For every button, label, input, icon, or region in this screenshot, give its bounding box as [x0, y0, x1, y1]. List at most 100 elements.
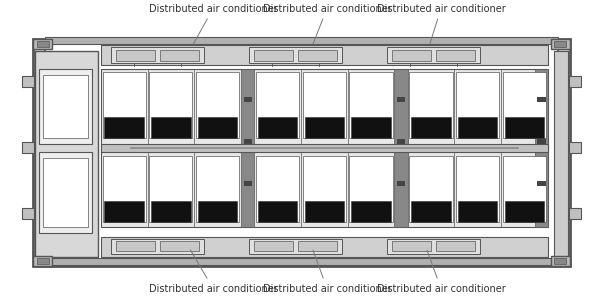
Bar [392, 241, 431, 251]
Bar [103, 72, 146, 138]
Bar [43, 158, 88, 226]
Bar [436, 50, 475, 61]
Bar [111, 47, 204, 63]
Bar [536, 181, 546, 186]
Bar [254, 241, 293, 251]
Bar [196, 156, 239, 222]
Bar [554, 51, 568, 256]
Bar [503, 156, 546, 222]
Bar [198, 201, 238, 222]
Bar [151, 201, 191, 222]
Bar [241, 69, 254, 226]
Bar [409, 72, 452, 138]
Bar [256, 156, 299, 222]
Bar [436, 241, 475, 251]
Bar [458, 117, 497, 138]
Bar [505, 201, 544, 222]
Bar [160, 50, 199, 61]
Bar [394, 69, 407, 226]
Bar [149, 72, 193, 138]
Bar [569, 142, 581, 153]
Bar [101, 144, 548, 152]
Bar [22, 208, 34, 219]
Bar [45, 44, 558, 261]
Bar [258, 117, 297, 138]
Bar [387, 47, 480, 63]
Bar [149, 156, 193, 222]
Bar [249, 47, 342, 63]
Bar [101, 69, 548, 226]
Bar [22, 76, 34, 87]
Bar [244, 181, 251, 186]
Bar [43, 75, 88, 138]
Bar [397, 97, 405, 102]
Bar [536, 139, 546, 144]
Bar [37, 41, 49, 47]
Bar [536, 97, 546, 102]
Bar [244, 139, 251, 144]
Bar [392, 50, 431, 61]
Bar [258, 201, 297, 222]
Bar [305, 117, 344, 138]
Bar [103, 156, 146, 222]
Bar [198, 117, 238, 138]
Bar [352, 201, 391, 222]
Bar [303, 72, 346, 138]
Bar [458, 201, 497, 222]
Bar [305, 201, 344, 222]
Bar [535, 69, 548, 226]
Bar [352, 117, 391, 138]
Text: Distributed air conditioner: Distributed air conditioner [263, 250, 391, 293]
Bar [196, 72, 239, 138]
Text: Distributed air conditioner: Distributed air conditioner [263, 4, 391, 44]
Bar [569, 208, 581, 219]
Bar [101, 237, 548, 256]
Bar [39, 152, 92, 232]
Bar [249, 239, 342, 254]
Bar [503, 72, 546, 138]
Bar [411, 201, 451, 222]
Bar [101, 45, 548, 64]
Bar [409, 156, 452, 222]
Bar [554, 258, 566, 264]
Bar [349, 72, 392, 138]
Bar [256, 72, 299, 138]
Bar [298, 50, 337, 61]
Bar [37, 258, 49, 264]
Text: Distributed air conditioner: Distributed air conditioner [377, 250, 505, 293]
Bar [397, 181, 405, 186]
Bar [569, 76, 581, 87]
Bar [244, 97, 251, 102]
Bar [22, 142, 34, 153]
Bar [505, 117, 544, 138]
Bar [45, 258, 558, 265]
Text: Distributed air conditioner: Distributed air conditioner [149, 250, 277, 293]
Bar [104, 117, 144, 138]
Bar [33, 39, 570, 266]
Bar [397, 139, 405, 144]
Bar [45, 37, 558, 44]
Bar [254, 50, 293, 61]
Bar [456, 156, 499, 222]
Bar [551, 256, 570, 266]
Bar [39, 69, 92, 144]
Bar [35, 51, 98, 256]
Bar [349, 156, 392, 222]
Bar [33, 39, 52, 49]
Text: Distributed air conditioner: Distributed air conditioner [149, 4, 277, 44]
Bar [160, 241, 199, 251]
Bar [554, 41, 566, 47]
Bar [111, 239, 204, 254]
Bar [411, 117, 451, 138]
Text: Distributed air conditioner: Distributed air conditioner [377, 4, 505, 44]
Bar [387, 239, 480, 254]
Bar [33, 256, 52, 266]
Bar [456, 72, 499, 138]
Bar [298, 241, 337, 251]
Bar [116, 50, 155, 61]
Bar [151, 117, 191, 138]
Bar [551, 39, 570, 49]
Bar [303, 156, 346, 222]
Bar [116, 241, 155, 251]
Bar [104, 201, 144, 222]
